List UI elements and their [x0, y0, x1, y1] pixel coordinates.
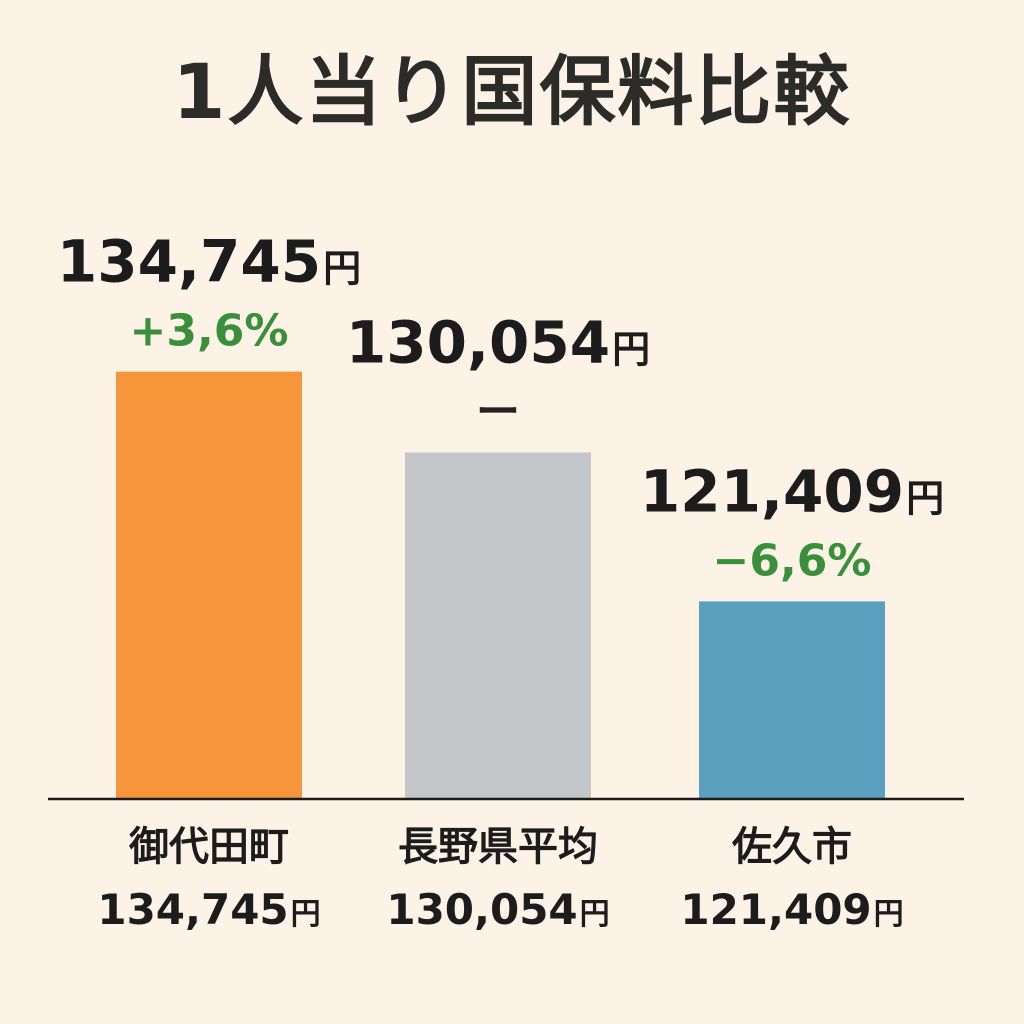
bar-2	[405, 452, 591, 798]
bar-1	[116, 371, 302, 798]
bar-value-label-2: 130,054円	[346, 308, 650, 376]
category-value-label-3: 121,409円	[680, 885, 903, 934]
bar-value-label-3: 121,409円	[640, 457, 944, 525]
chart-title: 1人当り国保料比較	[172, 47, 852, 136]
bar-change-label-1: +3,6%	[130, 306, 289, 357]
category-label-1: 御代田町	[128, 824, 289, 870]
bar-value-label-1: 134,745円	[57, 228, 361, 296]
bar-change-label-3: −6,6%	[713, 535, 872, 586]
category-value-label-2: 130,054円	[386, 885, 609, 934]
category-label-2: 長野県平均	[398, 824, 598, 870]
category-label-3: 佐久市	[731, 824, 852, 870]
bar-change-label-2: ー	[476, 386, 520, 437]
bar-3	[699, 601, 885, 798]
category-value-label-1: 134,745円	[97, 885, 320, 934]
